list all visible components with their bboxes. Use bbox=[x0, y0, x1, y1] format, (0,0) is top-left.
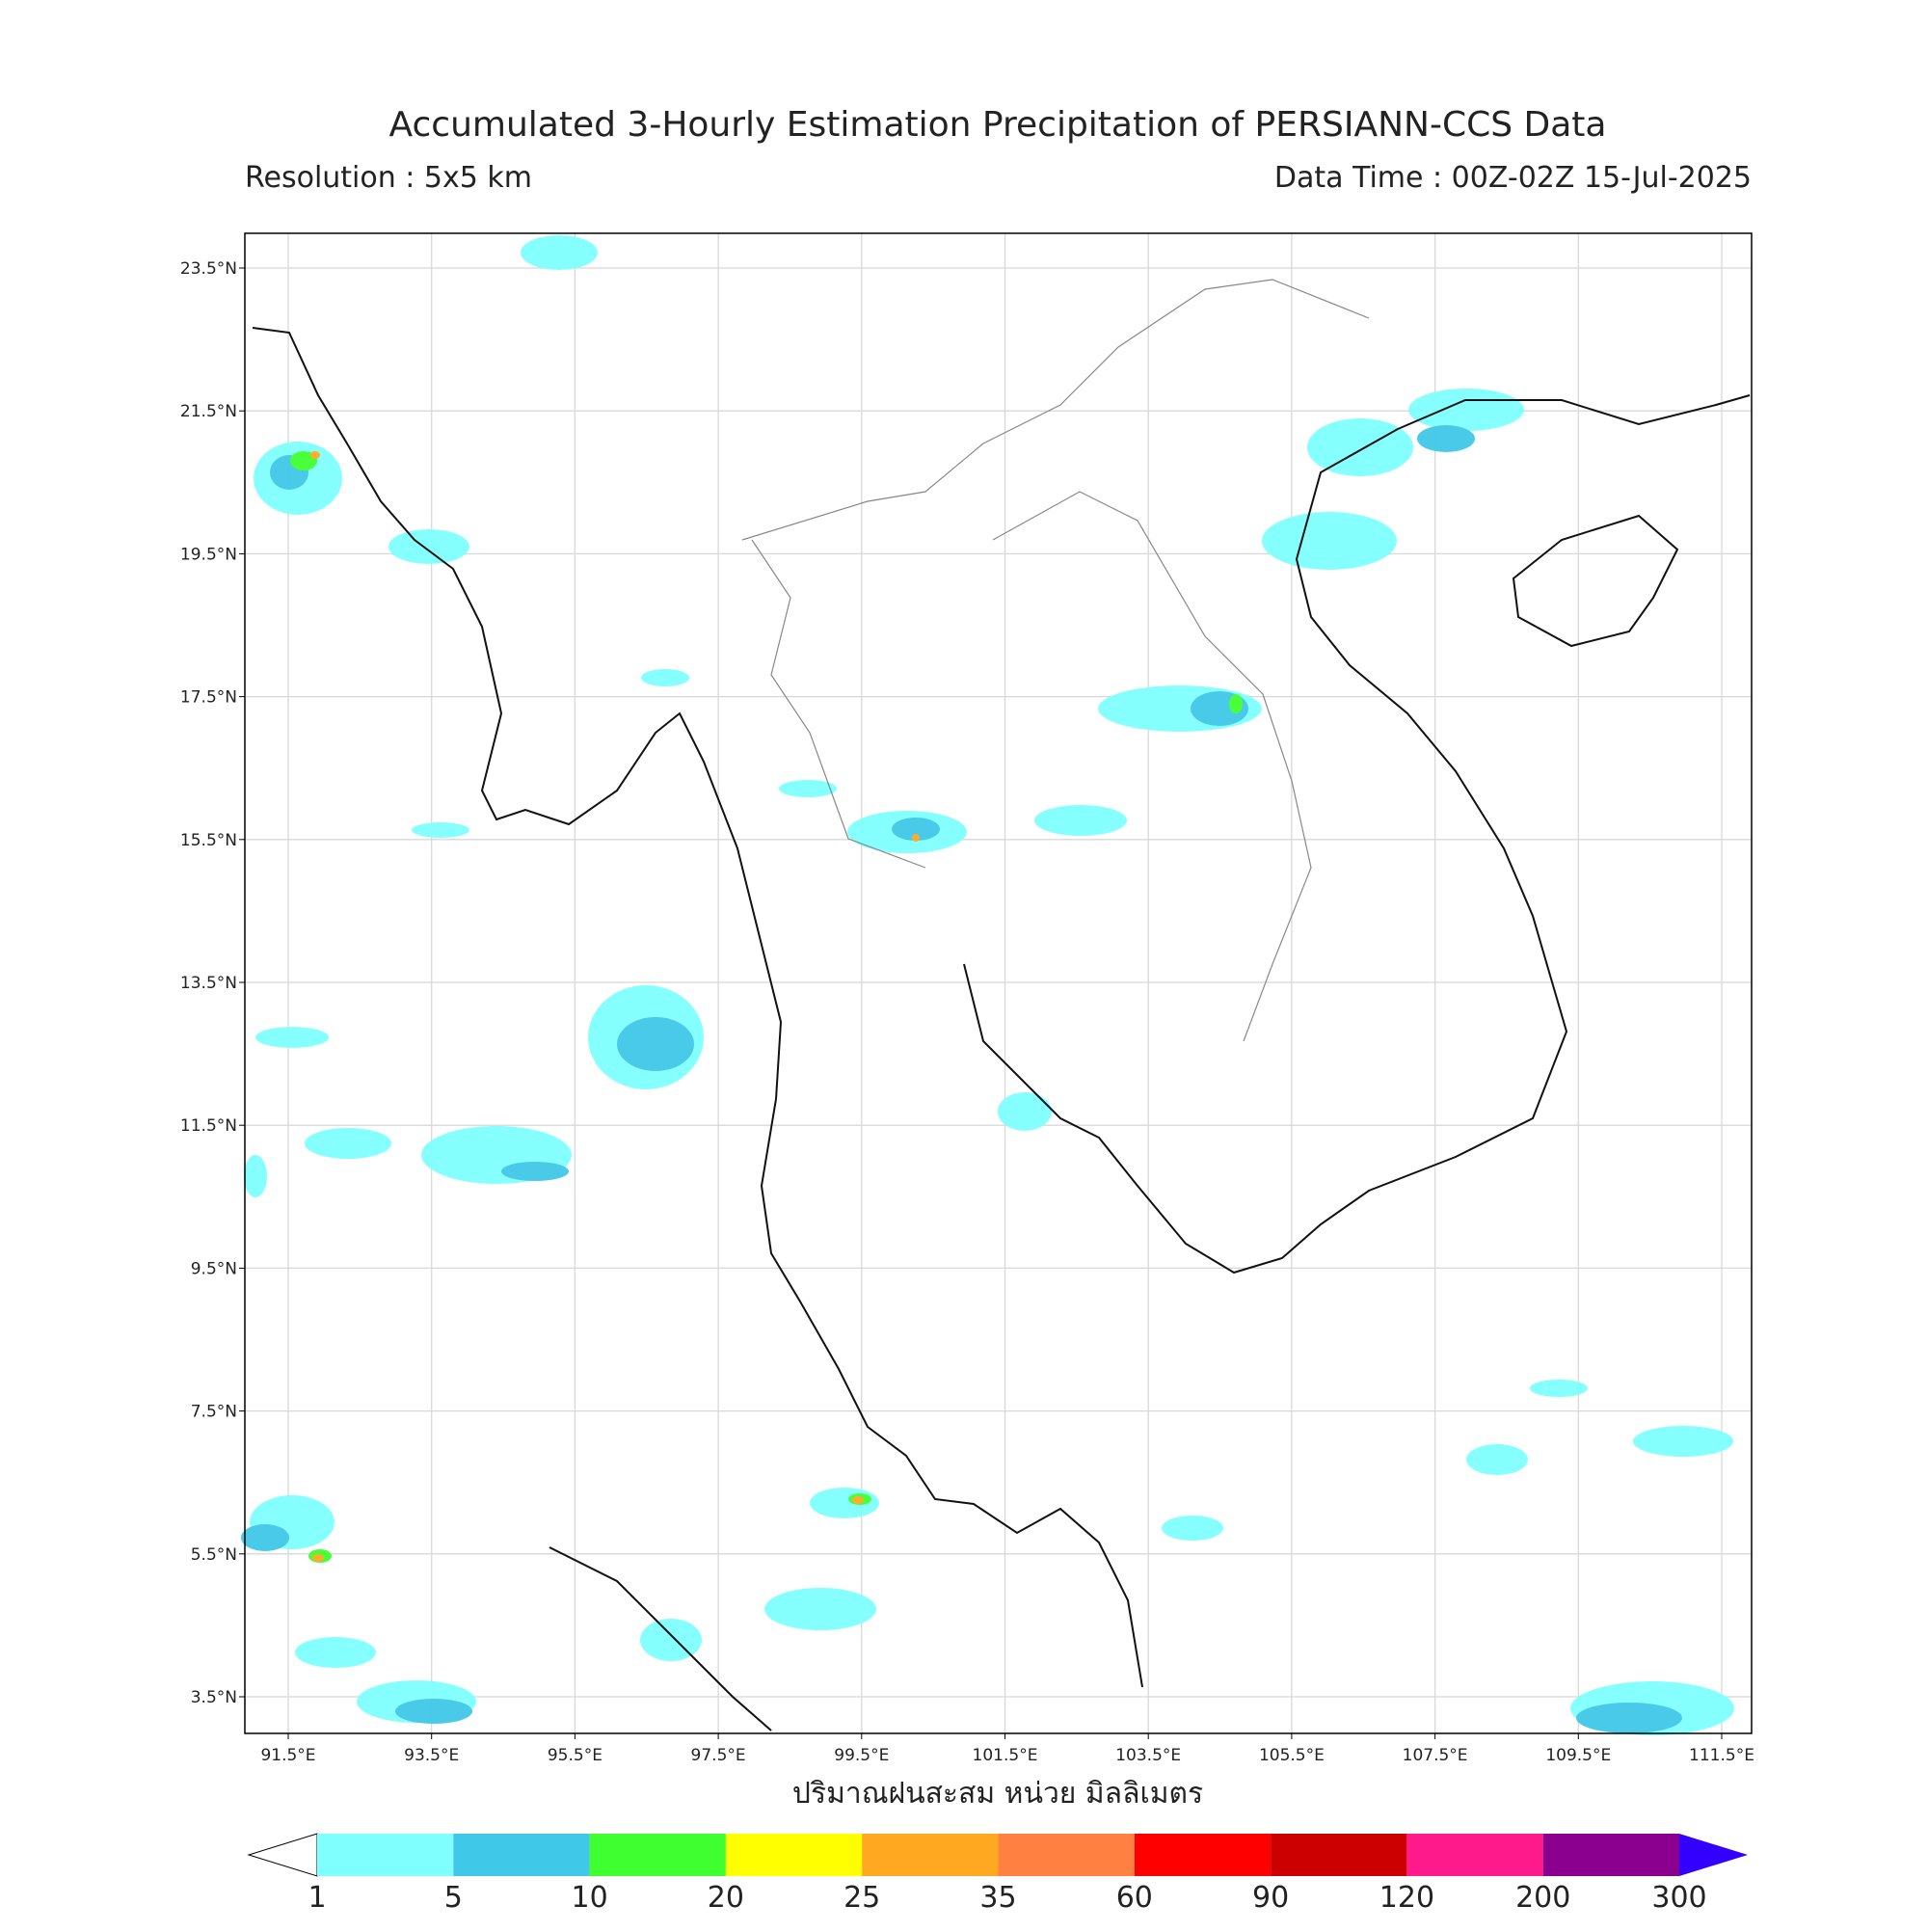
lat-tick-label: 13.5°N bbox=[180, 974, 237, 993]
colorbar: 1 5 10 20 25 35 60 90 120 200 300 bbox=[247, 1833, 1748, 1915]
lon-tick-label: 91.5°E bbox=[260, 1746, 315, 1765]
x-axis-label: ปริมาณฝนสะสม หน่วย มิลลิเมตร bbox=[792, 1777, 1203, 1811]
colorbar-label: 60 bbox=[1116, 1881, 1153, 1915]
lat-tick-label: 21.5°N bbox=[180, 402, 237, 421]
lat-tick-label: 17.5°N bbox=[180, 688, 237, 708]
colorbar-box bbox=[317, 1834, 454, 1876]
colorbar-box bbox=[725, 1834, 863, 1876]
lon-tick-label: 111.5°E bbox=[1689, 1746, 1754, 1765]
colorbar-box bbox=[1134, 1834, 1272, 1876]
lat-tick-label: 7.5°N bbox=[191, 1403, 237, 1422]
title: Accumulated 3-Hourly Estimation Precipit… bbox=[389, 105, 1607, 145]
lat-tick-label: 15.5°N bbox=[180, 831, 237, 850]
lon-tick-label: 97.5°E bbox=[691, 1746, 746, 1765]
lon-tick-label: 93.5°E bbox=[404, 1746, 459, 1765]
lat-tick-label: 11.5°N bbox=[180, 1116, 237, 1136]
colorbar-label: 5 bbox=[444, 1881, 463, 1915]
coastlines bbox=[252, 279, 1751, 1731]
lon-tick-label: 95.5°E bbox=[548, 1746, 602, 1765]
colorbar-label: 200 bbox=[1515, 1881, 1570, 1915]
colorbar-under bbox=[247, 1833, 318, 1877]
lat-tick-label: 19.5°N bbox=[180, 545, 237, 564]
colorbar-box bbox=[1406, 1834, 1543, 1876]
colorbar-label: 25 bbox=[844, 1881, 880, 1915]
colorbar-label: 90 bbox=[1252, 1881, 1289, 1915]
colorbar-over bbox=[1679, 1834, 1748, 1876]
colorbar-label: 120 bbox=[1379, 1881, 1434, 1915]
lon-tick-label: 99.5°E bbox=[834, 1746, 889, 1765]
colorbar-box bbox=[862, 1834, 999, 1876]
lon-tick-label: 107.5°E bbox=[1403, 1746, 1468, 1765]
precipitation bbox=[241, 235, 1734, 1735]
grid: 91.5°E 93.5°E 95.5°E 97.5°E 99.5°E 101.5°E 103… bbox=[180, 233, 1754, 1765]
colorbar-box bbox=[1271, 1834, 1407, 1876]
map-frame bbox=[244, 232, 1753, 1734]
colorbar-label: 10 bbox=[572, 1881, 608, 1915]
colorbar-label: 300 bbox=[1651, 1881, 1706, 1915]
colorbar-label: 1 bbox=[308, 1881, 326, 1915]
colorbar-box bbox=[589, 1834, 726, 1876]
colorbar-box bbox=[1542, 1834, 1679, 1876]
lat-tick-label: 3.5°N bbox=[191, 1688, 237, 1707]
lat-tick-label: 9.5°N bbox=[191, 1259, 237, 1278]
colorbar-label: 35 bbox=[979, 1881, 1016, 1915]
lon-tick-label: 105.5°E bbox=[1259, 1746, 1325, 1765]
lat-tick-label: 5.5°N bbox=[191, 1545, 237, 1565]
lat-tick-label: 23.5°N bbox=[180, 259, 237, 279]
lon-tick-label: 101.5°E bbox=[973, 1746, 1038, 1765]
data-time: Data Time : 00Z-02Z 15-Jul-2025 bbox=[1274, 161, 1752, 195]
colorbar-label: 20 bbox=[708, 1881, 744, 1915]
colorbar-box bbox=[453, 1834, 590, 1876]
lon-tick-label: 109.5°E bbox=[1545, 1746, 1611, 1765]
lon-tick-label: 103.5°E bbox=[1115, 1746, 1181, 1765]
resolution: Resolution : 5x5 km bbox=[245, 161, 532, 195]
colorbar-box bbox=[998, 1834, 1135, 1876]
